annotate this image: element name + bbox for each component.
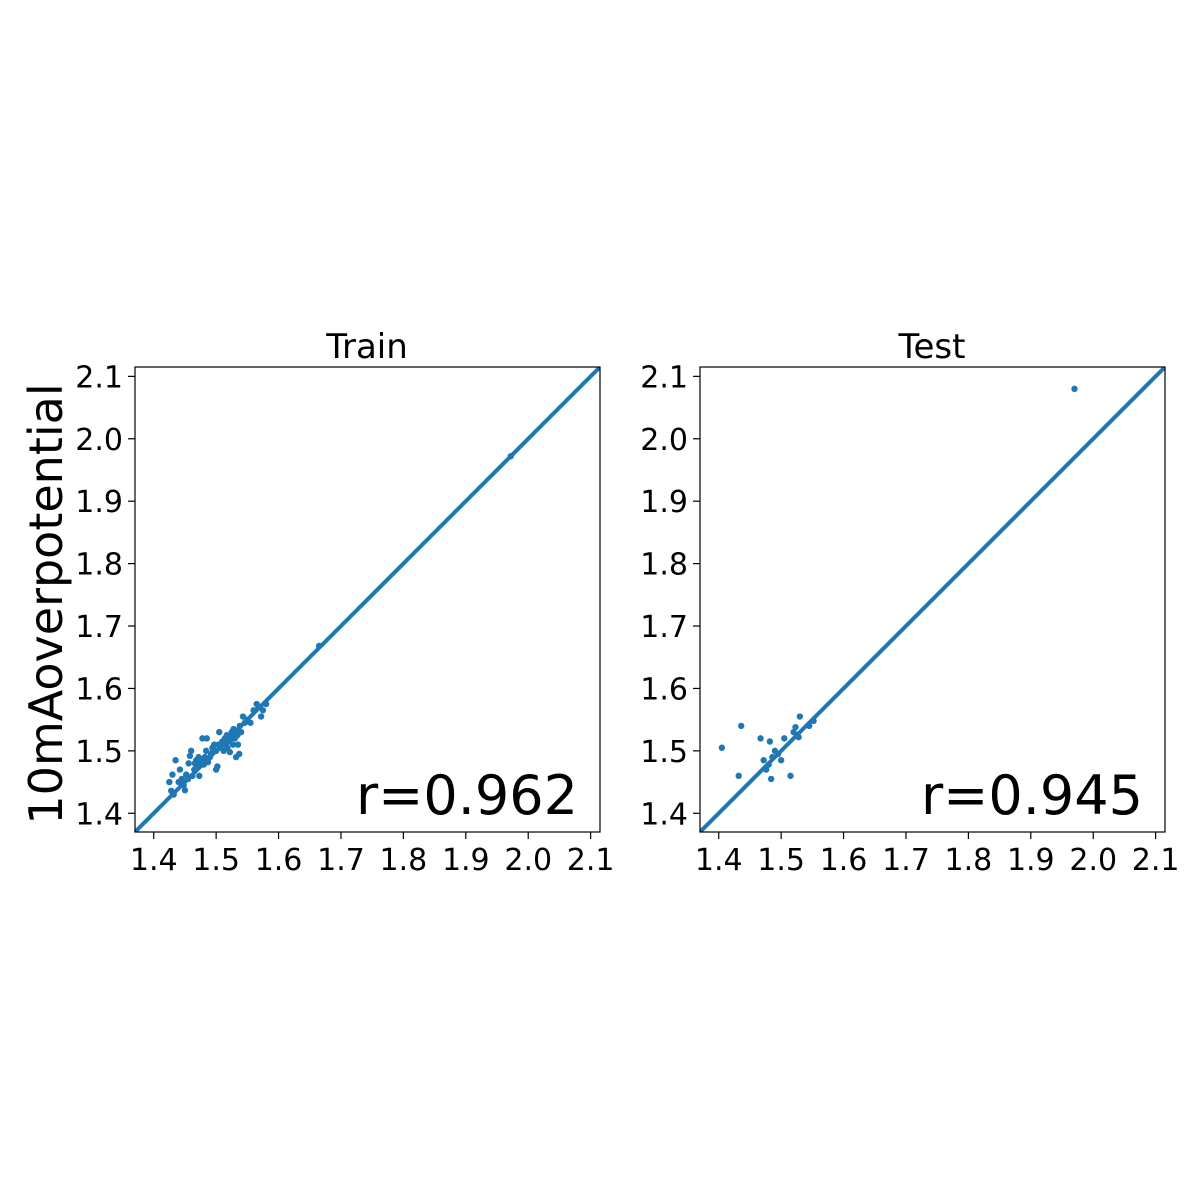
data-point — [204, 758, 212, 766]
data-point — [178, 775, 186, 783]
data-point — [790, 728, 797, 736]
y-tick-label: 1.6 — [75, 672, 123, 707]
y-tick-label: 1.8 — [75, 548, 123, 583]
data-point — [181, 786, 189, 794]
plot-frame — [134, 366, 601, 833]
y-tick-label: 1.6 — [640, 672, 688, 707]
data-point — [172, 757, 179, 764]
data-point — [765, 761, 772, 768]
data-point — [189, 772, 196, 780]
data-point — [196, 772, 203, 780]
x-tick-label: 2.1 — [567, 843, 615, 878]
data-point — [262, 700, 270, 708]
y-tick-label: 1.7 — [640, 610, 688, 645]
data-point — [810, 717, 817, 725]
data-point — [180, 781, 187, 789]
x-tick-label: 2.1 — [1132, 843, 1180, 878]
y-tick-label: 1.4 — [75, 797, 123, 832]
y-tick-label: 2.1 — [75, 360, 123, 395]
x-tick-label: 1.7 — [882, 843, 930, 878]
x-tick-label: 1.8 — [380, 843, 428, 878]
y-tick-label: 2.0 — [75, 423, 123, 458]
data-point — [216, 728, 223, 736]
data-point — [203, 735, 210, 742]
data-point — [230, 725, 237, 733]
data-point — [777, 757, 785, 764]
data-point — [796, 713, 804, 720]
data-point — [214, 763, 221, 770]
data-point — [762, 766, 770, 773]
y-tick-label: 1.4 — [640, 797, 688, 832]
x-tick-label: 1.8 — [945, 843, 993, 878]
data-point — [737, 722, 745, 730]
data-point — [226, 748, 234, 756]
data-point — [1071, 385, 1078, 393]
test-panel: Test r=0.945 1.4 1.5 1.6 1.7 1.8 1.9 2.0 2.1 1.4… — [640, 327, 1179, 878]
data-point — [236, 750, 243, 758]
data-point — [760, 757, 767, 764]
data-point — [257, 713, 265, 720]
data-point — [806, 722, 813, 730]
data-point — [247, 719, 254, 726]
data-point — [735, 772, 742, 780]
data-point — [757, 735, 764, 742]
data-point — [185, 760, 192, 767]
x-tick-label: 1.9 — [1007, 843, 1055, 878]
data-point — [187, 747, 195, 755]
data-point — [315, 642, 323, 650]
x-tick-label: 1.4 — [130, 843, 178, 878]
y-tick-label: 1.5 — [640, 735, 688, 770]
data-point — [795, 733, 802, 741]
y-tick-label: 1.7 — [75, 610, 123, 645]
x-tick-label: 2.0 — [504, 843, 552, 878]
data-point — [781, 735, 788, 742]
y-tick-label: 2.0 — [640, 423, 688, 458]
correlation-annotation: r=0.962 — [356, 764, 578, 827]
data-point — [250, 707, 257, 714]
data-point — [201, 753, 209, 761]
data-point — [718, 744, 726, 751]
x-tick-label: 1.5 — [192, 843, 240, 878]
x-tick-label: 1.5 — [757, 843, 805, 878]
data-point — [166, 778, 173, 786]
data-point — [787, 772, 794, 780]
y-tick-label: 2.1 — [640, 360, 688, 395]
x-tick-label: 1.4 — [695, 843, 743, 878]
data-point — [792, 723, 799, 731]
data-point — [237, 728, 245, 736]
data-point — [186, 752, 194, 760]
correlation-annotation: r=0.945 — [921, 764, 1143, 827]
data-point — [236, 722, 244, 730]
data-point — [169, 771, 176, 778]
data-point — [507, 453, 514, 460]
data-point — [234, 741, 242, 748]
y-axis-label: 10mAoverpotential — [19, 383, 73, 824]
panel-title: Train — [325, 327, 408, 367]
data-point — [766, 738, 774, 745]
train-panel: Train r=0.962 1.4 1.5 1.6 1.7 1.8 1.9 2.0 2.1 1.… — [75, 327, 614, 878]
data-point — [767, 775, 775, 783]
y-tick-label: 1.9 — [640, 485, 688, 520]
data-point — [259, 707, 267, 714]
x-tick-label: 2.0 — [1069, 843, 1117, 878]
y-tick-label: 1.9 — [75, 485, 123, 520]
x-tick-label: 1.6 — [255, 843, 303, 878]
x-tick-label: 1.9 — [442, 843, 490, 878]
x-tick-label: 1.7 — [317, 843, 365, 878]
plot-frame — [699, 366, 1166, 833]
data-point — [769, 753, 776, 761]
data-point — [170, 791, 177, 798]
data-point — [202, 747, 210, 755]
x-tick-label: 1.6 — [820, 843, 868, 878]
panel-title: Test — [898, 327, 966, 367]
y-tick-label: 1.5 — [75, 735, 123, 770]
data-point — [774, 750, 782, 758]
y-tick-label: 1.8 — [640, 548, 688, 583]
data-point — [229, 741, 237, 748]
data-point — [176, 766, 184, 773]
